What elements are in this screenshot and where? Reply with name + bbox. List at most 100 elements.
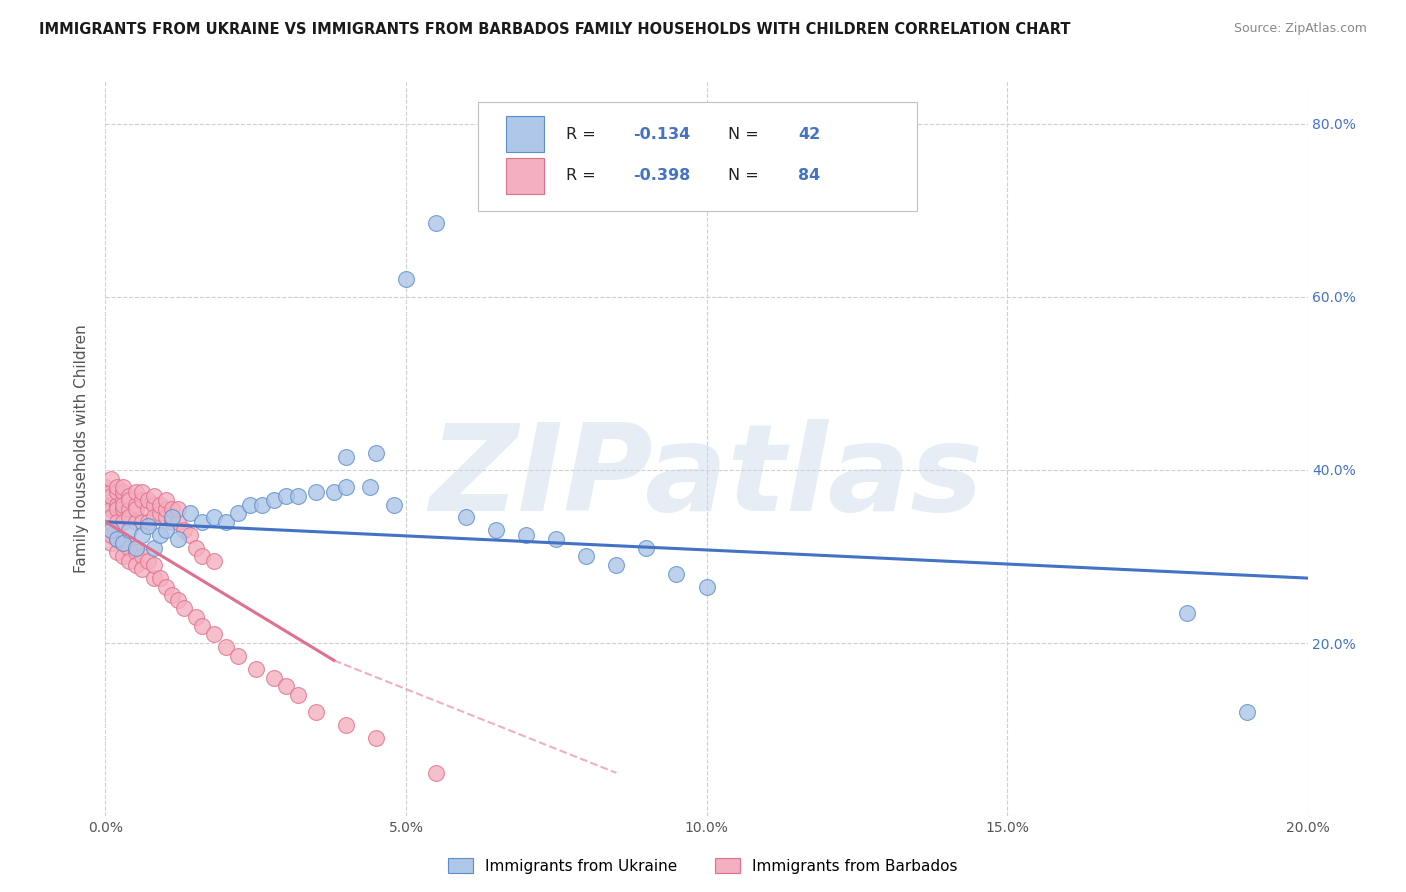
Point bbox=[485, 524, 508, 538]
Point bbox=[118, 541, 141, 555]
Point bbox=[118, 489, 141, 503]
Point bbox=[1236, 706, 1258, 720]
Point bbox=[160, 515, 183, 529]
Point bbox=[112, 536, 135, 550]
Point bbox=[94, 524, 117, 538]
Point bbox=[142, 541, 165, 555]
Point bbox=[155, 493, 177, 508]
Point bbox=[124, 501, 146, 516]
Point bbox=[322, 484, 344, 499]
Point bbox=[112, 493, 135, 508]
Point bbox=[142, 489, 165, 503]
FancyBboxPatch shape bbox=[506, 158, 544, 194]
Point bbox=[245, 662, 267, 676]
Point bbox=[184, 541, 207, 555]
Point bbox=[155, 501, 177, 516]
Point bbox=[335, 450, 357, 464]
Point bbox=[107, 501, 129, 516]
Point bbox=[118, 524, 141, 538]
Text: -0.398: -0.398 bbox=[633, 169, 690, 184]
Point bbox=[100, 484, 122, 499]
Point bbox=[112, 549, 135, 564]
Point bbox=[190, 549, 212, 564]
Point bbox=[160, 510, 183, 524]
Point bbox=[131, 528, 153, 542]
Point bbox=[287, 489, 309, 503]
Point bbox=[179, 506, 201, 520]
Point bbox=[456, 510, 478, 524]
Point bbox=[515, 528, 537, 542]
Point bbox=[263, 671, 285, 685]
Point bbox=[124, 484, 146, 499]
Point bbox=[190, 618, 212, 632]
Point bbox=[696, 580, 718, 594]
Point bbox=[364, 445, 387, 459]
Point bbox=[112, 515, 135, 529]
Point bbox=[136, 515, 159, 529]
Point bbox=[142, 510, 165, 524]
Point bbox=[335, 718, 357, 732]
Point bbox=[136, 554, 159, 568]
Point bbox=[118, 510, 141, 524]
Point bbox=[425, 765, 447, 780]
Point bbox=[173, 601, 195, 615]
Point bbox=[100, 501, 122, 516]
Point bbox=[107, 484, 129, 499]
Point bbox=[546, 532, 568, 546]
Text: R =: R = bbox=[565, 169, 600, 184]
Point bbox=[148, 528, 170, 542]
Point bbox=[142, 498, 165, 512]
Point bbox=[305, 706, 328, 720]
Point bbox=[155, 510, 177, 524]
Point bbox=[107, 480, 129, 494]
Point bbox=[179, 528, 201, 542]
Point bbox=[148, 571, 170, 585]
Point bbox=[575, 549, 598, 564]
Point bbox=[131, 484, 153, 499]
Point bbox=[112, 498, 135, 512]
Point bbox=[136, 519, 159, 533]
Point bbox=[136, 493, 159, 508]
Point bbox=[136, 501, 159, 516]
Point bbox=[359, 480, 381, 494]
Point bbox=[274, 489, 297, 503]
Point bbox=[665, 566, 688, 581]
Point bbox=[382, 498, 405, 512]
Y-axis label: Family Households with Children: Family Households with Children bbox=[75, 324, 90, 573]
Point bbox=[94, 498, 117, 512]
Point bbox=[112, 480, 135, 494]
Point bbox=[184, 610, 207, 624]
Point bbox=[100, 524, 122, 538]
Point bbox=[100, 471, 122, 485]
Point bbox=[100, 498, 122, 512]
Point bbox=[148, 506, 170, 520]
Text: 42: 42 bbox=[797, 127, 820, 142]
Point bbox=[605, 558, 627, 573]
Point bbox=[118, 554, 141, 568]
Point bbox=[100, 536, 122, 550]
Text: Source: ZipAtlas.com: Source: ZipAtlas.com bbox=[1233, 22, 1367, 36]
Point bbox=[160, 501, 183, 516]
Point bbox=[166, 592, 188, 607]
Point bbox=[107, 515, 129, 529]
Point bbox=[100, 528, 122, 542]
Point bbox=[287, 688, 309, 702]
Point bbox=[202, 510, 225, 524]
Point bbox=[112, 536, 135, 550]
Point bbox=[131, 562, 153, 576]
Point bbox=[173, 524, 195, 538]
Point bbox=[166, 532, 188, 546]
Point bbox=[148, 498, 170, 512]
FancyBboxPatch shape bbox=[506, 116, 544, 152]
Point bbox=[202, 554, 225, 568]
Point bbox=[1177, 606, 1199, 620]
Point bbox=[226, 506, 249, 520]
Point bbox=[190, 515, 212, 529]
Text: -0.134: -0.134 bbox=[633, 127, 690, 142]
Point bbox=[425, 216, 447, 230]
Point bbox=[94, 480, 117, 494]
Point bbox=[160, 589, 183, 603]
Point bbox=[131, 493, 153, 508]
Point bbox=[305, 484, 328, 499]
Point bbox=[107, 498, 129, 512]
